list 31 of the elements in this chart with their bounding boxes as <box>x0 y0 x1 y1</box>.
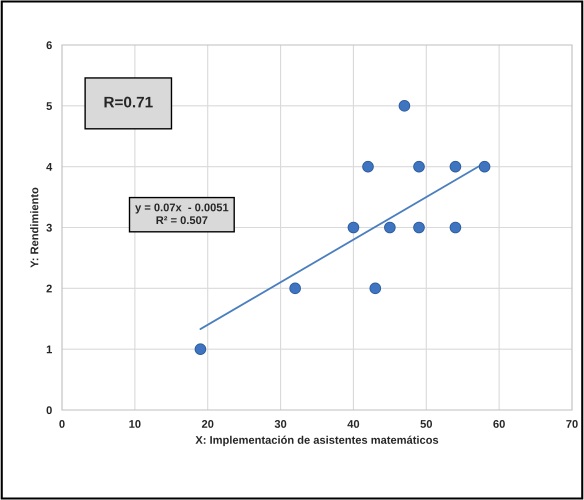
y-tick-label: 4 <box>46 163 52 171</box>
x-tick-label: 20 <box>202 420 214 428</box>
y-tick-label: 1 <box>46 346 52 354</box>
point <box>478 160 490 172</box>
annotation: R=0.71 <box>104 96 153 108</box>
point <box>398 100 410 112</box>
y-tick-label: 0 <box>46 406 52 414</box>
point <box>413 160 425 172</box>
annotation: y = 0.07x - 0.0051 R² = 0.507 <box>135 203 228 224</box>
y-axis-title: Y: Rendimiento <box>30 188 38 268</box>
y-tick-label: 6 <box>46 41 52 50</box>
x-axis-title: X: Implementación de asistentes matemáticos <box>195 436 438 446</box>
point <box>413 222 425 234</box>
point <box>369 282 382 294</box>
point <box>450 222 462 234</box>
point <box>450 160 462 172</box>
x-tick-label: 50 <box>420 420 432 428</box>
x-tick-label: 40 <box>347 420 360 428</box>
point <box>384 222 396 234</box>
point <box>362 160 374 172</box>
x-tick-label: 30 <box>274 420 286 428</box>
y-tick-label: 2 <box>46 284 52 292</box>
y-tick-label: 5 <box>46 102 52 110</box>
point <box>289 282 301 294</box>
point <box>348 222 360 234</box>
x-tick-label: 60 <box>493 420 505 428</box>
x-tick-label: 0 <box>59 420 65 428</box>
point <box>194 343 206 355</box>
x-tick-label: 70 <box>566 420 578 428</box>
y-tick-label: 3 <box>46 224 52 232</box>
x-tick-label: 10 <box>129 420 141 428</box>
